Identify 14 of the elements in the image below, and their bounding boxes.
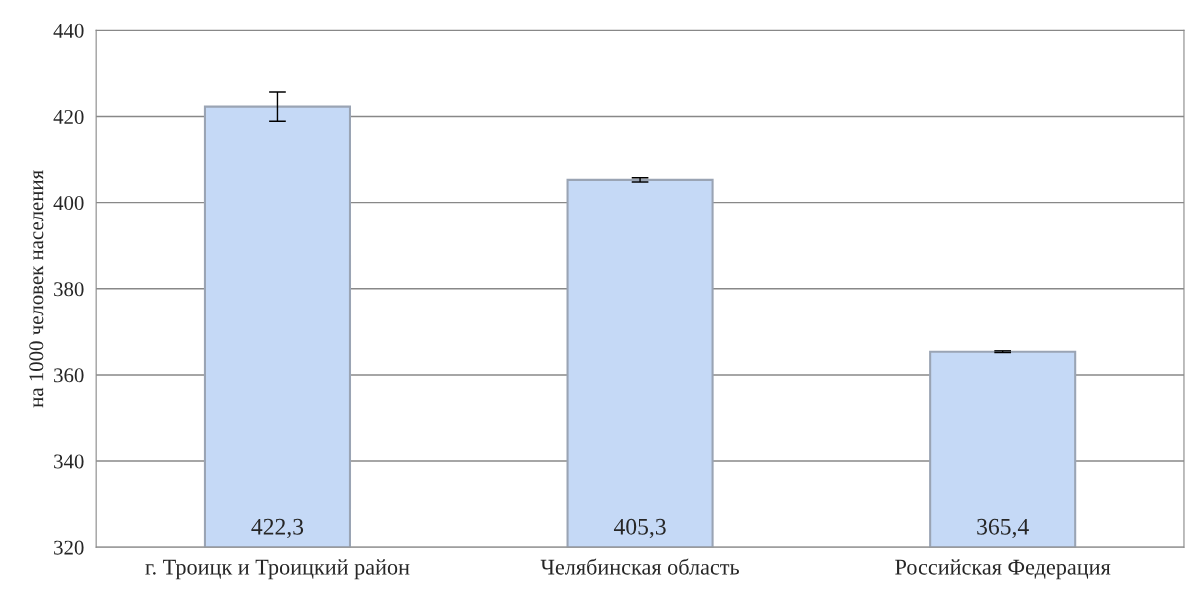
x-tick-label: г. Троицк и Троицкий район [145, 559, 410, 580]
x-tick-label: Российская Федерация [895, 559, 1111, 580]
x-tick-label: Челябинская область [540, 558, 739, 575]
data-label: 422,3 [251, 518, 304, 539]
data-label: 365,4 [977, 518, 1029, 539]
y-tick-label: 340 [54, 454, 84, 469]
y-tick-label: 320 [54, 540, 84, 555]
y-tick-label: 440 [53, 23, 84, 38]
data-label: 405,3 [613, 518, 666, 539]
y-tick-label: 360 [54, 368, 84, 383]
y-tick-label: 380 [54, 282, 84, 297]
y-axis-title: на 1000 человек населения [29, 170, 44, 408]
y-tick-label: 420 [53, 109, 84, 124]
y-tick-label: 400 [53, 196, 84, 211]
